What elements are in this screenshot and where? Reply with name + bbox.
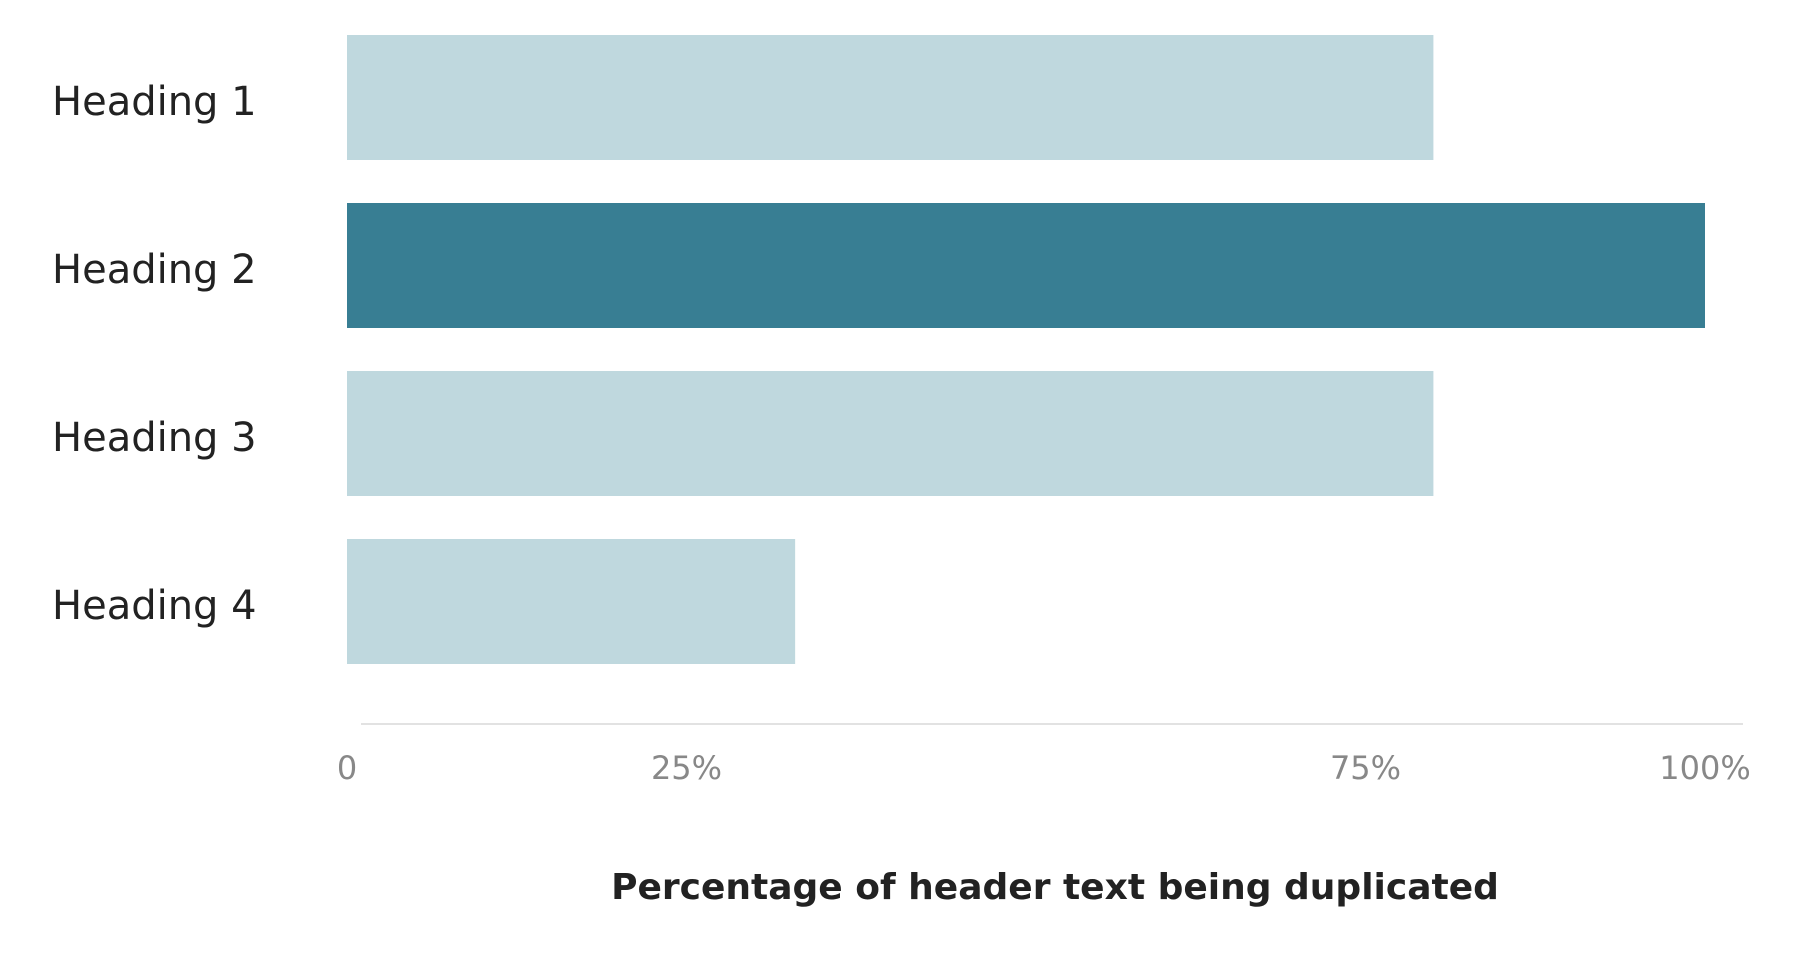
x-tick-label: 100% (1659, 749, 1750, 787)
bar (347, 371, 1434, 496)
category-label: Heading 3 (52, 415, 257, 461)
category-label: Heading 4 (52, 583, 257, 629)
category-label: Heading 1 (52, 79, 257, 125)
bar (347, 203, 1705, 328)
x-tick-label: 75% (1330, 749, 1401, 787)
x-axis-label: Percentage of header text being duplicat… (611, 867, 1499, 908)
bar (347, 539, 796, 664)
x-tick-label: 25% (651, 749, 722, 787)
x-tick-label: 0 (337, 749, 357, 787)
category-label: Heading 2 (52, 247, 257, 293)
bar (347, 35, 1434, 160)
